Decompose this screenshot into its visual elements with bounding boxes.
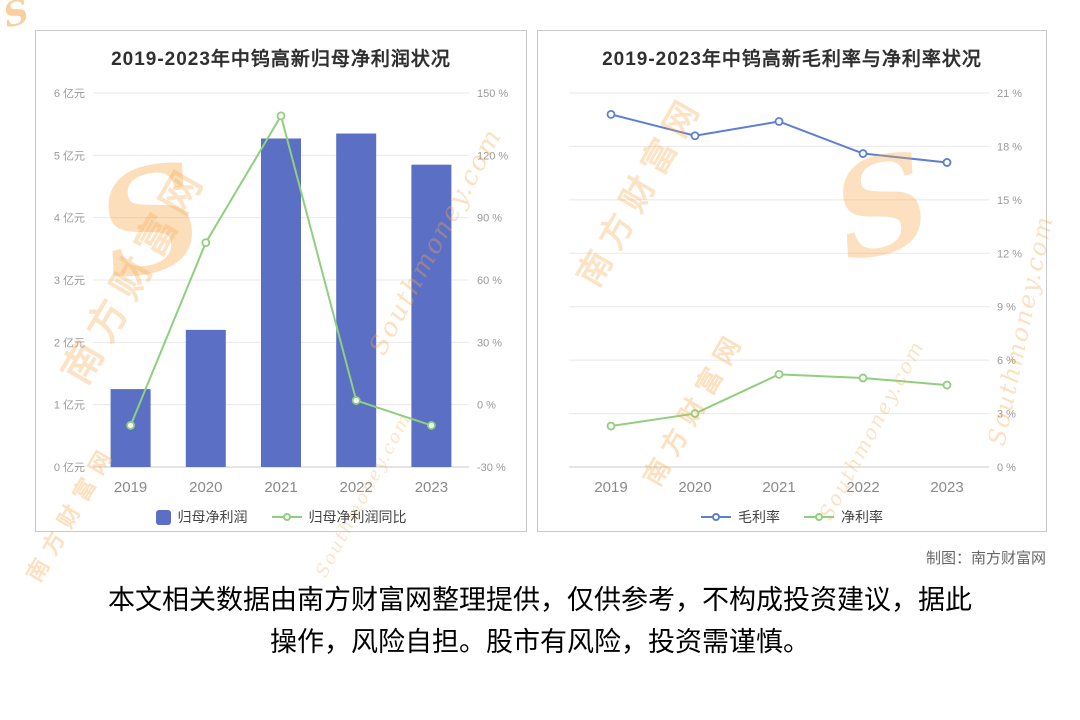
svg-text:6 %: 6 % — [997, 355, 1016, 367]
legend-label: 归母净利润 — [177, 509, 248, 525]
svg-text:2019: 2019 — [114, 479, 147, 496]
margin-chart-title: 2019-2023年中钨高新毛利率与净利率状况 — [602, 49, 982, 70]
net-profit-chart-panel: 2019-2023年中钨高新归母净利润状况 150 % 6 亿元 120 % 5 亿元… — [35, 30, 527, 532]
svg-text:90 %: 90 % — [477, 213, 502, 225]
net-profit-chart-title: 2019-2023年中钨高新归母净利润状况 — [111, 49, 451, 70]
svg-text:2023: 2023 — [930, 479, 963, 496]
legend-label: 归母净利润同比 — [308, 509, 407, 525]
svg-text:2 亿元: 2 亿元 — [54, 336, 85, 349]
line-swatch-icon — [701, 513, 731, 521]
net-profit-chart: 150 % 6 亿元 120 % 5 亿元 90 % 4 亿元 60 % 3 亿元 30 % 2 … — [54, 87, 509, 496]
svg-text:21 %: 21 % — [997, 88, 1022, 100]
svg-text:2021: 2021 — [762, 479, 795, 496]
svg-text:6 亿元: 6 亿元 — [54, 87, 85, 100]
svg-text:2022: 2022 — [846, 479, 879, 496]
svg-text:120 %: 120 % — [477, 150, 508, 162]
svg-text:12 %: 12 % — [997, 248, 1022, 260]
svg-text:2019: 2019 — [594, 479, 627, 496]
svg-text:-30 %: -30 % — [477, 462, 506, 474]
margin-chart: 21 % 18 % 15 % 12 % 9 % 6 % 3 % 0 % 2019 2020 2021… — [569, 88, 1022, 496]
svg-text:3 %: 3 % — [997, 409, 1016, 421]
svg-text:1 亿元: 1 亿元 — [54, 399, 85, 412]
bar-swatch-icon — [155, 509, 171, 525]
svg-text:2021: 2021 — [264, 479, 297, 496]
svg-text:3 亿元: 3 亿元 — [54, 274, 85, 287]
svg-text:60 %: 60 % — [477, 275, 502, 287]
legend-item-net-profit-yoy[interactable]: 归母净利润同比 — [271, 507, 407, 527]
svg-text:150 %: 150 % — [477, 88, 508, 100]
svg-text:2020: 2020 — [678, 479, 711, 496]
legend-label: 毛利率 — [738, 509, 780, 525]
svg-text:2023: 2023 — [415, 479, 448, 496]
svg-text:15 %: 15 % — [997, 195, 1022, 207]
line-swatch-icon — [271, 513, 302, 521]
svg-text:2022: 2022 — [340, 479, 373, 496]
disclaimer-text: 本文相关数据由南方财富网整理提供，仅供参考，不构成投资建议，据此操作，风险自担。… — [108, 585, 972, 657]
svg-text:2020: 2020 — [189, 479, 222, 496]
attribution-text: 制图：南方财富网 — [925, 550, 1046, 567]
svg-text:18 %: 18 % — [997, 141, 1022, 153]
legend-item-net-profit[interactable]: 归母净利润 — [155, 507, 248, 527]
legend-item-net-margin[interactable]: 净利率 — [804, 507, 883, 527]
legend-item-gross-margin[interactable]: 毛利率 — [701, 507, 780, 527]
svg-text:5 亿元: 5 亿元 — [54, 149, 85, 162]
svg-text:0 %: 0 % — [997, 462, 1016, 474]
net-profit-chart-legend: 归母净利润 归母净利润同比 — [36, 507, 526, 527]
svg-text:0 %: 0 % — [477, 400, 496, 412]
watermark-logo-s: S — [0, 0, 34, 37]
svg-text:30 %: 30 % — [477, 337, 502, 349]
svg-text:9 %: 9 % — [997, 302, 1016, 314]
margin-chart-legend: 毛利率 净利率 — [538, 507, 1046, 527]
line-swatch-icon — [804, 513, 834, 521]
legend-label: 净利率 — [841, 509, 883, 525]
margin-chart-panel: 2019-2023年中钨高新毛利率与净利率状况 21 % 18 % 15 % 12 %… — [537, 30, 1047, 532]
svg-text:4 亿元: 4 亿元 — [54, 212, 85, 225]
svg-text:0 亿元: 0 亿元 — [54, 461, 85, 474]
